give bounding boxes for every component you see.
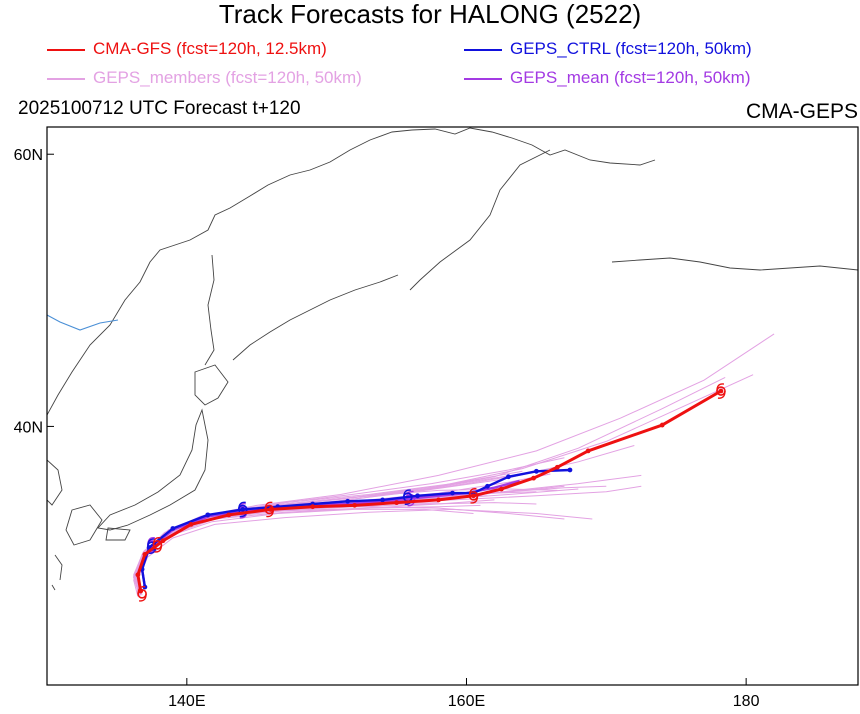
korea-coastline <box>47 459 63 506</box>
legend-swatch-geps-mean <box>464 78 502 80</box>
legend-swatch-geps-ctrl <box>464 49 502 51</box>
x-tick-label-180: 180 <box>733 693 760 710</box>
cma-gfs-point-2 <box>135 572 141 578</box>
honshu-coastline <box>97 408 209 531</box>
amur-river <box>47 314 119 331</box>
cma-gfs-point-6 <box>226 512 232 518</box>
model-label: CMA-GEPS <box>745 100 858 123</box>
x-tick-label-160: 160E <box>448 693 485 710</box>
cma-gfs-point-18 <box>718 388 724 394</box>
geps-members-track-25 <box>134 502 537 596</box>
geps-ctrl-point-4 <box>170 526 176 531</box>
geps-members-track-18 <box>134 502 439 594</box>
cma-gfs-point-4 <box>160 538 166 544</box>
cma-gfs-point-10 <box>394 500 399 506</box>
cma-gfs-typhoon-symbol-5 <box>716 383 726 399</box>
y-tick-label-60: 60N <box>14 147 43 164</box>
chart-title: Track Forecasts for HALONG (2522) <box>218 0 642 29</box>
legend-label-geps-mean: GEPS_mean (fcst=120h, 50km) <box>510 68 751 87</box>
geps-ctrl-point-12 <box>450 490 455 496</box>
coastline-layer <box>47 127 858 591</box>
geps-members-track-1 <box>135 376 726 593</box>
legend-label-geps-ctrl: GEPS_CTRL (fcst=120h, 50km) <box>510 39 752 58</box>
geps-ctrl-point-5 <box>205 512 211 518</box>
geps-members-track-10 <box>134 374 754 593</box>
cma-gfs-point-8 <box>310 504 316 510</box>
cma-gfs-point-9 <box>352 502 358 508</box>
hokkaido-coastline <box>194 364 229 406</box>
legend-swatch-cma-gfs <box>47 49 85 51</box>
geps-ctrl-point-10 <box>380 497 385 503</box>
cma-gfs-point-13 <box>499 486 504 492</box>
x-tick-label-140: 140E <box>168 693 205 710</box>
geps-ctrl-point-16 <box>533 468 539 474</box>
plot-frame <box>46 126 859 686</box>
shikoku-kyushu-coastline <box>65 504 131 546</box>
cma-gfs-point-11 <box>436 497 441 503</box>
track-layer <box>133 333 775 602</box>
kamchatka-coastline <box>409 149 551 291</box>
geps-ctrl-point-6 <box>240 507 246 512</box>
geps-members-track-13 <box>137 504 481 593</box>
cma-gfs-point-14 <box>531 475 536 481</box>
geps-members-track-2 <box>133 333 775 596</box>
cma-gfs-point-5 <box>188 522 194 527</box>
legend-swatch-geps-members <box>47 78 85 80</box>
legend-label-geps-members: GEPS_members (fcst=120h, 50km) <box>93 68 362 87</box>
y-axis: 40N 60N <box>14 147 54 436</box>
cma-gfs-point-15 <box>554 464 560 470</box>
cma-gfs-point-16 <box>585 448 591 454</box>
geps-ctrl-point-15 <box>506 474 511 480</box>
geps-members-track-9 <box>135 499 495 596</box>
cma-gfs-point-3 <box>142 551 148 557</box>
cma-gfs-track-line <box>136 389 722 592</box>
cma-gfs-point-7 <box>268 507 274 512</box>
cma-gfs-typhoon-symbol-1 <box>137 586 147 602</box>
kuril-islands <box>232 274 399 361</box>
cma-gfs-point-12 <box>471 493 476 499</box>
aleutian-islands <box>611 257 858 271</box>
x-axis: 140E 160E 180 <box>168 678 760 710</box>
geps-ctrl-point-14 <box>485 483 490 489</box>
ryukyu-islands <box>51 554 63 591</box>
cma-gfs-point-17 <box>659 422 665 428</box>
cma-gfs-typhoon-symbol-3 <box>264 501 275 518</box>
cma-gfs-typhoon-symbol-4 <box>468 488 479 504</box>
geps-ctrl-point-9 <box>345 498 351 504</box>
forecast-init-label: 2025100712 UTC Forecast t+120 <box>18 98 301 119</box>
geps-ctrl-point-11 <box>415 493 420 499</box>
geps-members-track-11 <box>134 502 397 594</box>
sakhalin-coastline <box>204 254 215 366</box>
legend-label-cma-gfs: CMA-GFS (fcst=120h, 12.5km) <box>93 39 327 58</box>
cma-gfs-typhoon-symbol-2 <box>152 537 163 553</box>
asia-mainland-coastline <box>47 127 656 416</box>
geps-ctrl-point-17 <box>567 467 573 473</box>
y-tick-label-40: 40N <box>14 419 43 436</box>
